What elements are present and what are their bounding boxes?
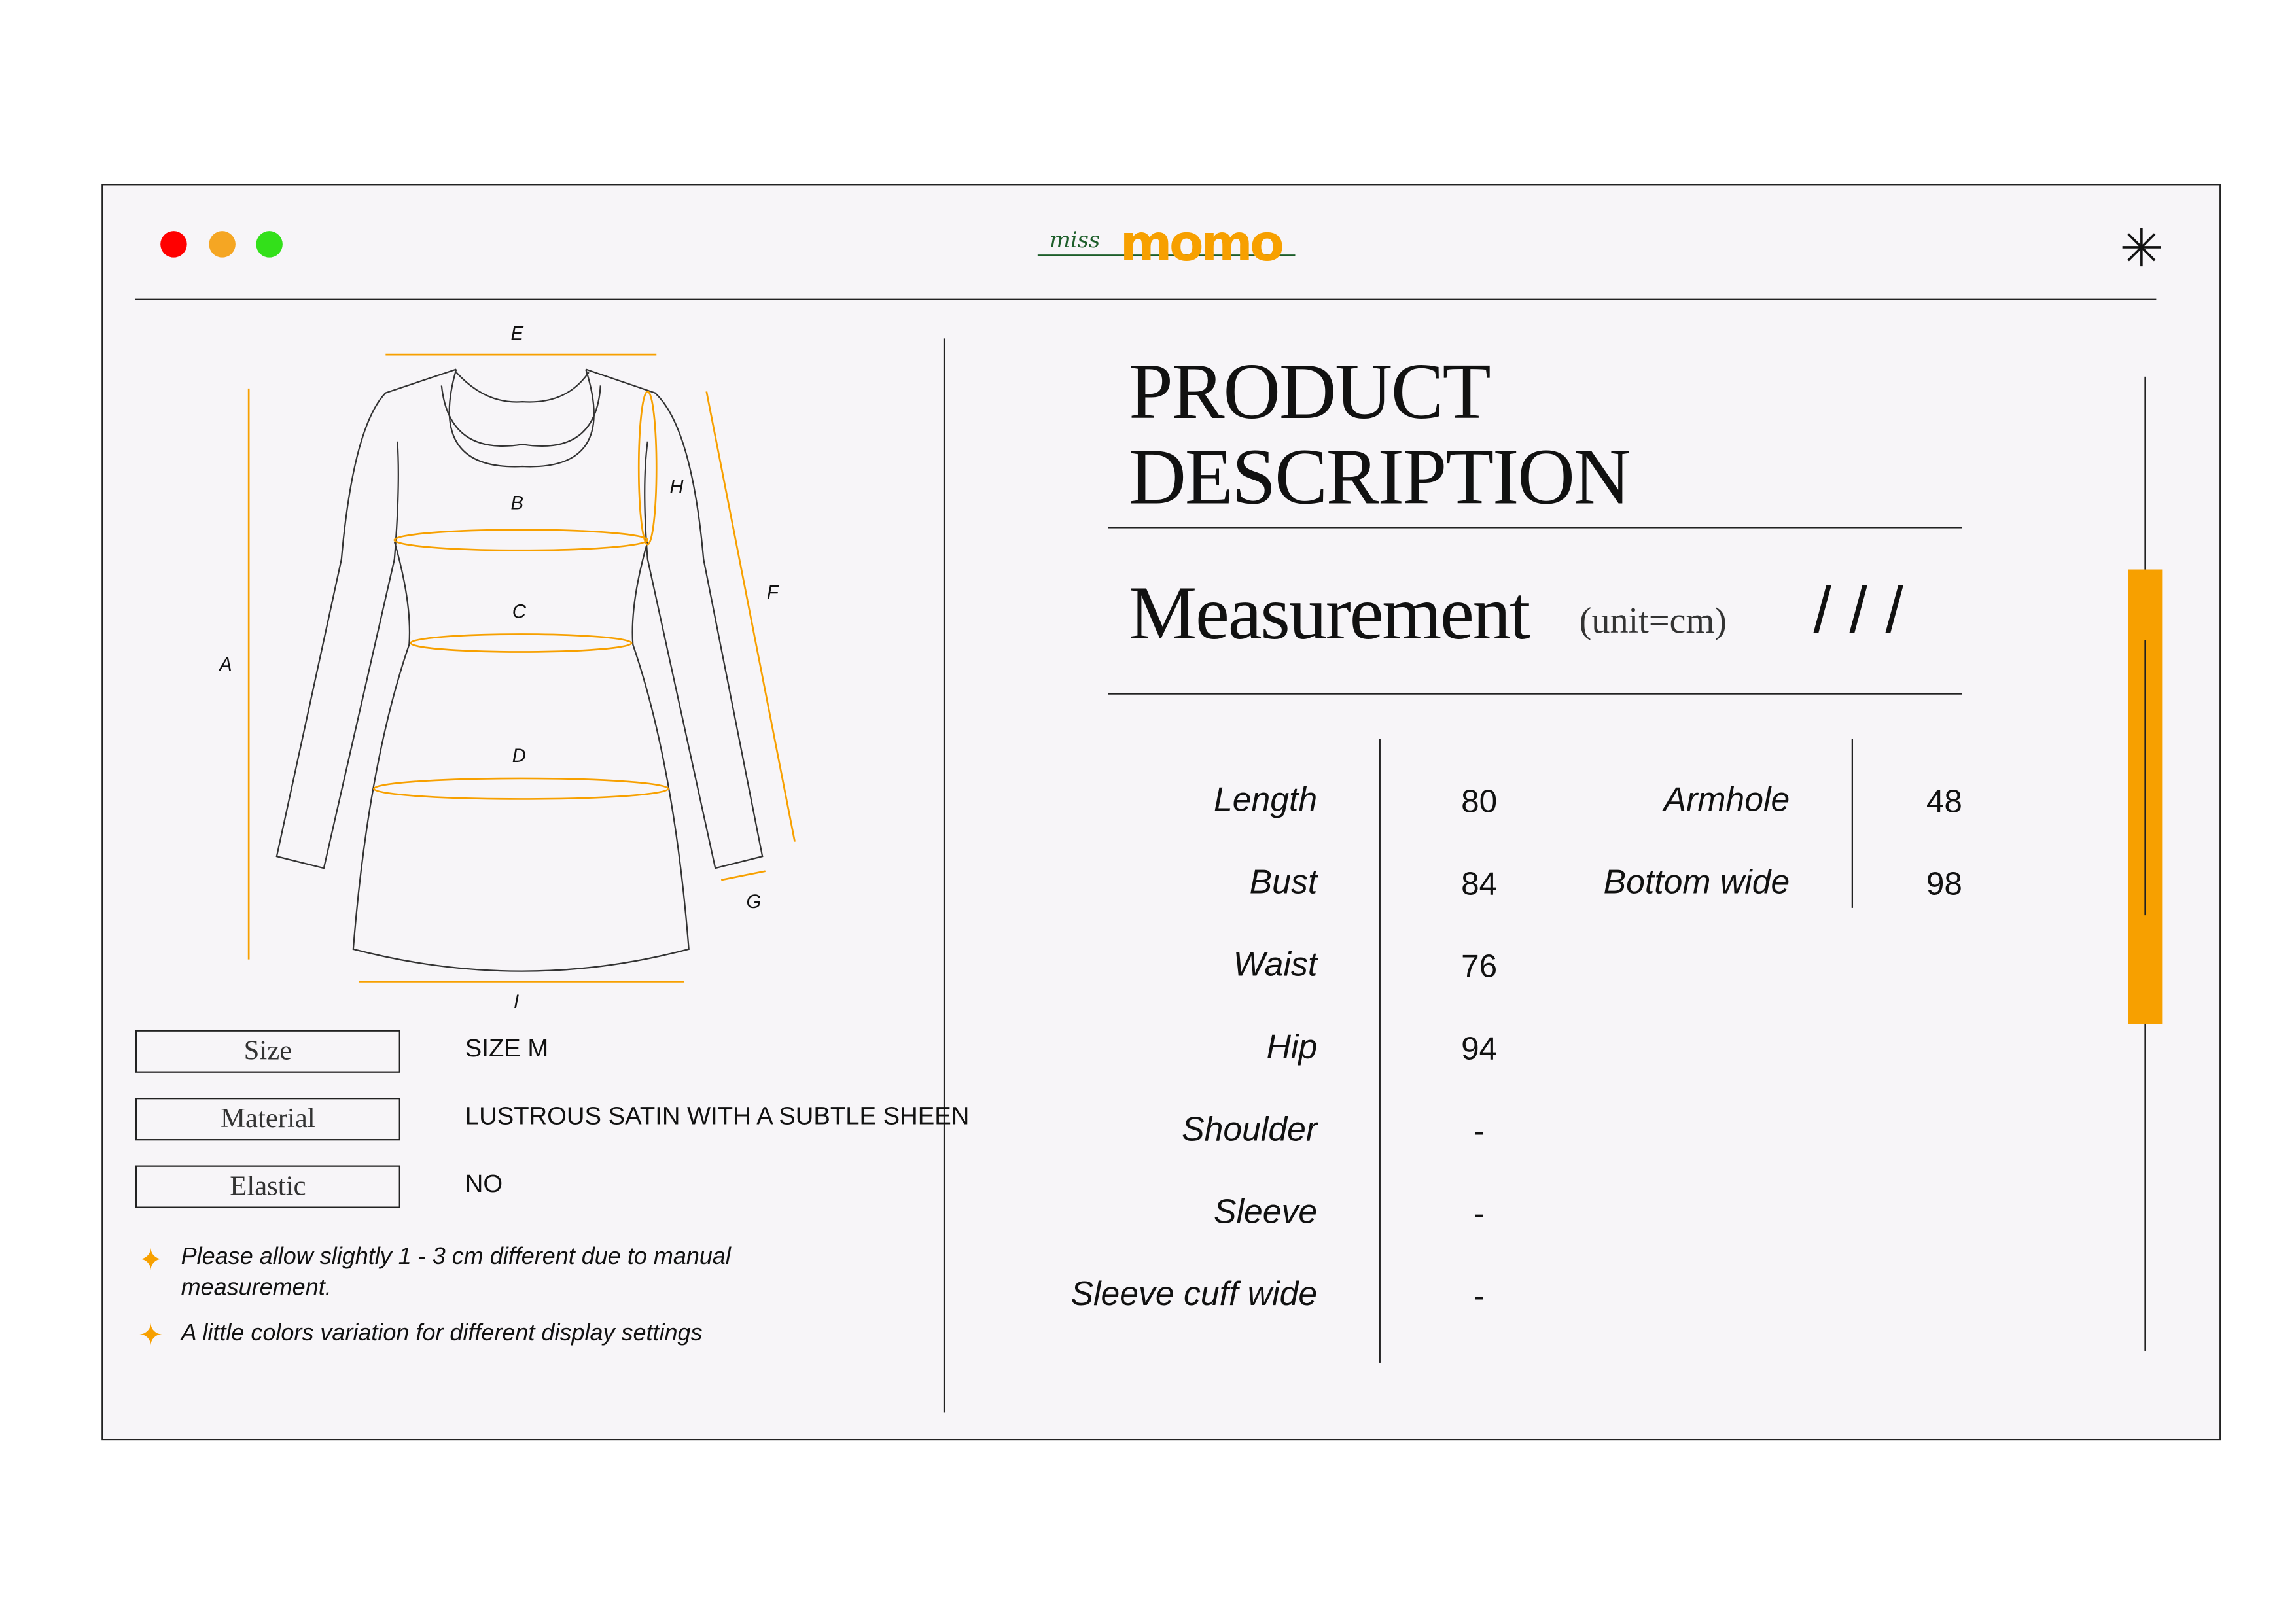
header-divider [135, 298, 2157, 300]
label-e: E [510, 322, 524, 345]
label-a: A [219, 653, 232, 676]
logo-text: momo [1120, 215, 1284, 274]
measurement-label: Hip [1266, 1027, 1318, 1066]
measurement-label: Bottom wide [1603, 862, 1790, 901]
page-title-line2: DESCRIPTION [1129, 432, 1631, 521]
measurement-value: 94 [1461, 1030, 1498, 1067]
minimize-button[interactable] [209, 231, 236, 258]
spec-value-material: LUSTROUS SATIN WITH A SUBTLE SHEEN [465, 1102, 970, 1130]
close-button[interactable] [160, 231, 187, 258]
measurement-divider [1108, 693, 1962, 695]
measurement-label: Length [1213, 780, 1318, 818]
spec-value-size: SIZE M [465, 1034, 549, 1063]
label-c: C [512, 600, 526, 623]
decor-slashes: / / / [1813, 575, 1903, 648]
sparkle-icon: ✦ [138, 1244, 164, 1278]
logo: miss momo [1037, 215, 1303, 277]
table-divider [1379, 739, 1381, 1363]
right-sleeve [585, 368, 764, 869]
note-2: A little colors variation for different … [181, 1321, 703, 1347]
asterisk-icon[interactable] [2119, 225, 2163, 269]
measurement-value: 84 [1461, 865, 1498, 902]
unit-label: (unit=cm) [1579, 602, 1727, 642]
measurement-label: Shoulder [1182, 1109, 1318, 1148]
browser-window [101, 184, 2221, 1441]
label-g: G [746, 890, 762, 913]
label-f: F [766, 581, 779, 604]
measurement-heading: Measurement [1129, 572, 1530, 657]
table-divider-2 [1851, 739, 1853, 908]
sparkle-icon: ✦ [138, 1319, 164, 1353]
column-divider [943, 338, 945, 1413]
page-title-line1: PRODUCT [1129, 347, 1491, 436]
spec-label-elastic: Elastic [135, 1165, 400, 1208]
logo-script: miss [1049, 226, 1101, 253]
title-divider [1108, 527, 1962, 529]
label-h: H [669, 475, 684, 498]
spec-label-material: Material [135, 1098, 400, 1141]
measurement-value: 48 [1926, 782, 1962, 820]
measurement-value: - [1474, 1195, 1485, 1232]
measurement-label: Waist [1233, 945, 1318, 983]
measurement-label: Armhole [1663, 780, 1790, 818]
measurement-value: 80 [1461, 782, 1498, 820]
label-d: D [512, 744, 526, 767]
garment-diagram [247, 353, 796, 983]
spec-label-size: Size [135, 1030, 400, 1073]
label-i: I [514, 990, 520, 1013]
dress-body [352, 541, 690, 972]
measurement-value: - [1474, 1112, 1485, 1149]
logo-swash [1037, 254, 1296, 256]
maximize-button[interactable] [256, 231, 283, 258]
measurement-value: 76 [1461, 947, 1498, 985]
left-sleeve [275, 368, 457, 869]
measurement-value: 98 [1926, 865, 1962, 902]
neckline [448, 369, 595, 468]
measurement-label: Bust [1249, 862, 1318, 901]
measurement-value: - [1474, 1277, 1485, 1314]
measurement-label: Sleeve cuff wide [1070, 1274, 1318, 1313]
note-1: Please allow slightly 1 - 3 cm different… [181, 1244, 731, 1301]
measurement-label: Sleeve [1214, 1192, 1318, 1230]
label-b: B [510, 491, 524, 514]
spec-value-elastic: NO [465, 1170, 503, 1198]
scrollbar-grip [2144, 640, 2146, 916]
